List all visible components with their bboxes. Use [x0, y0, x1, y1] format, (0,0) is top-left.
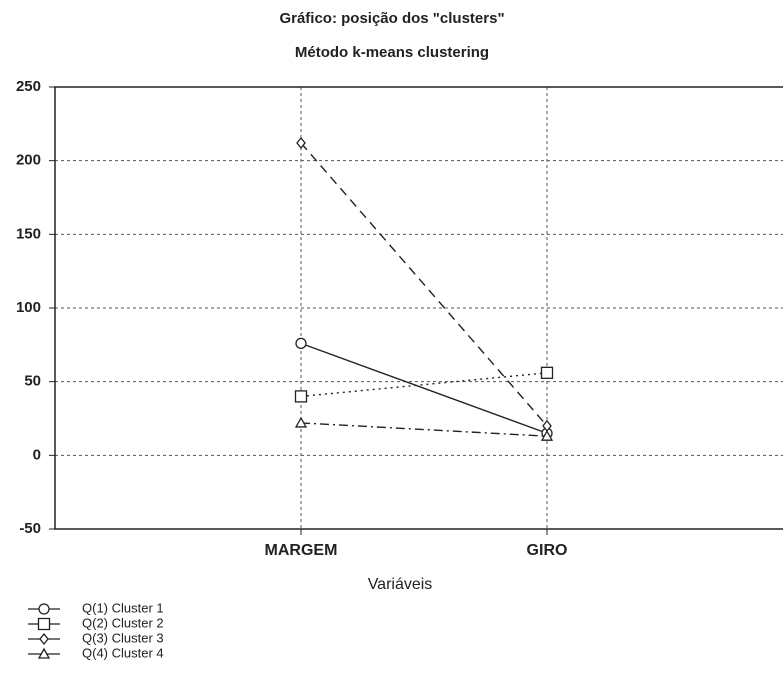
y-tick-label: 0	[33, 446, 41, 463]
x-tick-label: MARGEM	[265, 542, 338, 559]
legend-label: Q(4) Cluster 4	[82, 645, 164, 660]
y-tick-label: 100	[16, 299, 41, 316]
y-tick-label: 50	[24, 373, 41, 390]
marker	[37, 617, 51, 631]
y-tick-label: 150	[16, 225, 41, 242]
marker	[296, 136, 306, 150]
plot-frame	[54, 86, 783, 530]
y-tick-label: 250	[16, 78, 41, 95]
marker	[294, 390, 308, 403]
series-line	[300, 342, 548, 434]
marker	[295, 337, 307, 350]
legend-label: Q(3) Cluster 3	[82, 630, 164, 645]
marker	[294, 416, 308, 428]
legend-label: Q(1) Cluster 1	[82, 600, 164, 615]
chart-title: Gráfico: posição dos "clusters"	[279, 10, 504, 27]
marker	[37, 647, 51, 659]
x-axis-label: Variáveis	[368, 576, 433, 593]
series-line	[300, 372, 548, 398]
marker	[39, 632, 49, 646]
y-tick-label: -50	[19, 520, 41, 537]
marker	[38, 603, 50, 615]
marker	[540, 429, 554, 441]
series-line	[300, 142, 548, 427]
marker	[540, 366, 554, 379]
x-tick-label: GIRO	[527, 542, 568, 559]
legend-label: Q(2) Cluster 2	[82, 615, 164, 630]
y-tick-label: 200	[16, 152, 41, 169]
series-line	[300, 422, 548, 437]
chart-subtitle: Método k-means clustering	[295, 44, 489, 61]
